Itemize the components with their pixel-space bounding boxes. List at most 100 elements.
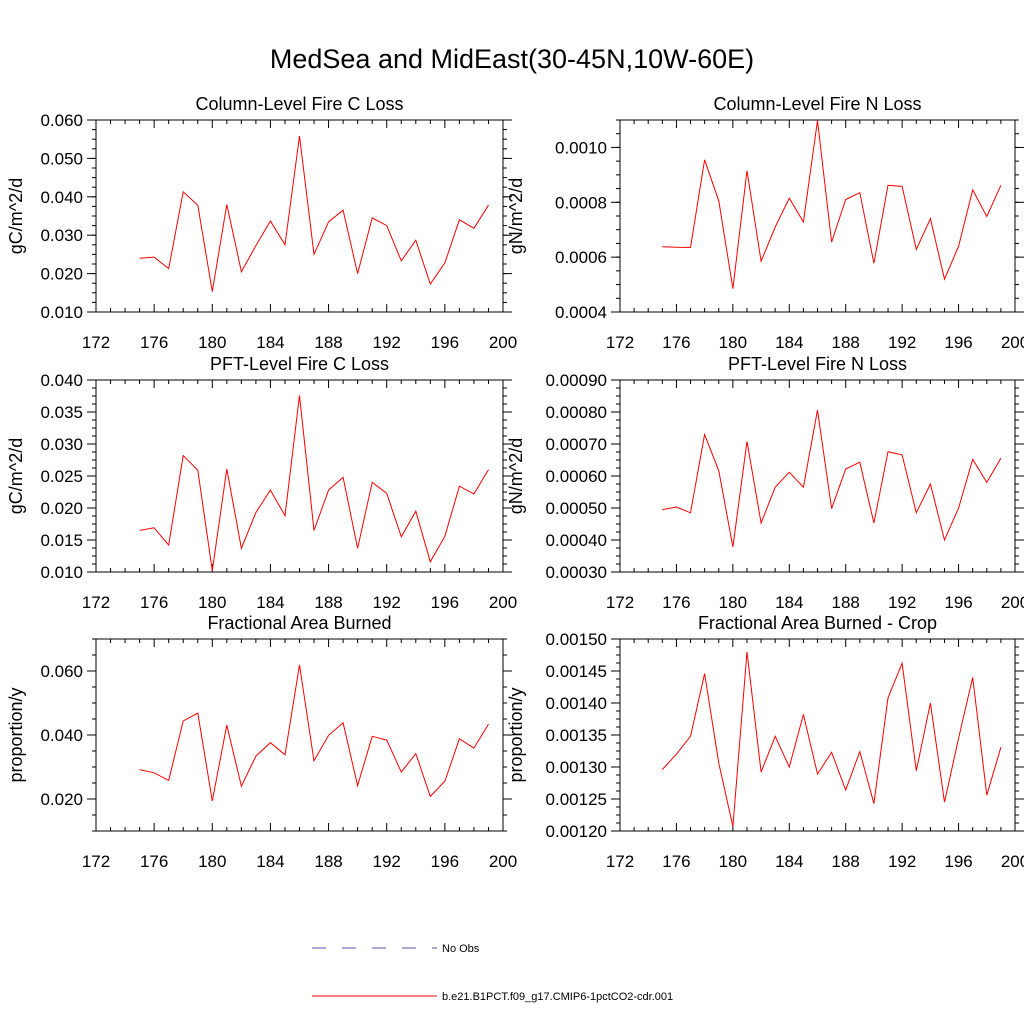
x-tick-label: 196 <box>431 852 459 871</box>
y-tick-label: 0.0010 <box>555 138 607 157</box>
x-tick-label: 184 <box>775 333 803 352</box>
x-tick-label: 196 <box>431 333 459 352</box>
y-axis-label: gN/m^2/d <box>506 438 526 514</box>
x-tick-label: 188 <box>314 852 342 871</box>
y-tick-label: 0.020 <box>40 499 83 518</box>
x-tick-label: 196 <box>944 852 972 871</box>
x-tick-label: 188 <box>832 333 860 352</box>
x-tick-label: 192 <box>888 852 916 871</box>
y-tick-label: 0.040 <box>40 188 83 207</box>
y-tick-label: 0.00130 <box>546 758 607 777</box>
x-tick-label: 172 <box>82 593 110 612</box>
y-tick-label: 0.050 <box>40 149 83 168</box>
x-tick-label: 192 <box>888 333 916 352</box>
y-axis-label: proportion/y <box>6 687 26 782</box>
x-tick-label: 184 <box>775 593 803 612</box>
x-tick-label: 200 <box>1001 593 1024 612</box>
x-tick-label: 200 <box>489 333 517 352</box>
y-tick-label: 0.00140 <box>546 694 607 713</box>
y-tick-label: 0.015 <box>40 531 83 550</box>
x-tick-label: 172 <box>606 333 634 352</box>
y-tick-label: 0.040 <box>40 371 83 390</box>
x-tick-label: 184 <box>256 852 284 871</box>
x-tick-label: 188 <box>314 333 342 352</box>
y-tick-label: 0.00080 <box>546 403 607 422</box>
x-tick-label: 172 <box>82 333 110 352</box>
x-tick-label: 180 <box>719 852 747 871</box>
legend: No Obs b.e21.B1PCT.f09_g17.CMIP6-1pctCO2-… <box>312 943 673 1003</box>
figure-title: MedSea and MidEast(30-45N,10W-60E) <box>269 44 755 74</box>
x-tick-label: 196 <box>944 593 972 612</box>
x-tick-label: 184 <box>256 593 284 612</box>
y-tick-label: 0.030 <box>40 226 83 245</box>
chart-title: Column-Level Fire C Loss <box>195 94 403 114</box>
x-tick-label: 184 <box>775 852 803 871</box>
x-tick-label: 176 <box>662 333 690 352</box>
y-tick-label: 0.020 <box>40 790 83 809</box>
x-tick-label: 192 <box>888 593 916 612</box>
y-tick-label: 0.00060 <box>546 467 607 486</box>
y-tick-label: 0.0004 <box>555 303 607 322</box>
chart-title: PFT-Level Fire C Loss <box>210 354 389 374</box>
y-tick-label: 0.0006 <box>555 248 607 267</box>
y-tick-label: 0.035 <box>40 403 83 422</box>
chart-panel: 172 176 180 184 188 192 196 200 0.020 0.040 0.060 F… <box>6 613 517 871</box>
series-line <box>139 664 489 801</box>
x-tick-label: 192 <box>373 593 401 612</box>
series-line <box>139 395 489 571</box>
plot-frame <box>95 119 504 313</box>
legend-label: b.e21.B1PCT.f09_g17.CMIP6-1pctCO2-cdr.00… <box>442 991 673 1003</box>
y-tick-label: 0.030 <box>40 435 83 454</box>
y-tick-label: 0.00070 <box>546 435 607 454</box>
y-tick-label: 0.00040 <box>546 531 607 550</box>
chart-panel: 172 176 180 184 188 192 196 200 0.00030 0.00040 0.… <box>506 354 1024 612</box>
y-tick-label: 0.00135 <box>546 726 607 745</box>
x-tick-label: 188 <box>832 593 860 612</box>
x-tick-label: 192 <box>373 333 401 352</box>
y-tick-label: 0.00145 <box>546 662 607 681</box>
chart-title: Fractional Area Burned <box>207 613 391 633</box>
chart-title: Column-Level Fire N Loss <box>713 94 921 114</box>
chart-panel: 172 176 180 184 188 192 196 200 0.010 0.020 0.030 0… <box>6 94 517 352</box>
x-tick-label: 192 <box>373 852 401 871</box>
series-line <box>139 136 489 292</box>
y-tick-label: 0.00120 <box>546 822 607 841</box>
y-tick-label: 0.040 <box>40 726 83 745</box>
x-tick-label: 200 <box>489 852 517 871</box>
x-tick-label: 200 <box>489 593 517 612</box>
y-tick-label: 0.010 <box>40 303 83 322</box>
y-tick-label: 0.025 <box>40 467 83 486</box>
series-line <box>661 651 1002 827</box>
x-tick-label: 172 <box>606 593 634 612</box>
y-tick-label: 0.060 <box>40 662 83 681</box>
x-tick-label: 176 <box>140 333 168 352</box>
y-tick-label: 0.00150 <box>546 630 607 649</box>
y-axis-label: proportion/y <box>506 687 526 782</box>
x-tick-label: 188 <box>832 852 860 871</box>
chart-panel: 172 176 180 184 188 192 196 200 0.00120 0.00125 0.… <box>506 613 1024 871</box>
chart-panel: 172 176 180 184 188 192 196 200 0.010 0.015 0.020 0… <box>6 354 517 612</box>
plot-frame <box>619 119 1016 313</box>
x-tick-label: 200 <box>1001 852 1024 871</box>
x-tick-label: 180 <box>719 333 747 352</box>
x-tick-label: 196 <box>431 593 459 612</box>
series-line <box>662 120 1002 289</box>
chart-title: PFT-Level Fire N Loss <box>728 354 907 374</box>
chart-title: Fractional Area Burned - Crop <box>698 613 937 633</box>
plot-frame <box>619 638 1016 832</box>
x-tick-label: 196 <box>944 333 972 352</box>
y-tick-label: 0.00030 <box>546 563 607 582</box>
x-tick-label: 184 <box>256 333 284 352</box>
x-tick-label: 176 <box>140 852 168 871</box>
x-tick-label: 180 <box>198 852 226 871</box>
y-tick-label: 0.020 <box>40 265 83 284</box>
y-axis-label: gC/m^2/d <box>6 178 26 254</box>
series-line <box>662 410 1002 548</box>
x-tick-label: 180 <box>719 593 747 612</box>
x-tick-label: 172 <box>606 852 634 871</box>
x-tick-label: 200 <box>1001 333 1024 352</box>
x-tick-label: 176 <box>140 593 168 612</box>
y-tick-label: 0.060 <box>40 111 83 130</box>
x-tick-label: 172 <box>82 852 110 871</box>
y-axis-label: gC/m^2/d <box>6 438 26 514</box>
